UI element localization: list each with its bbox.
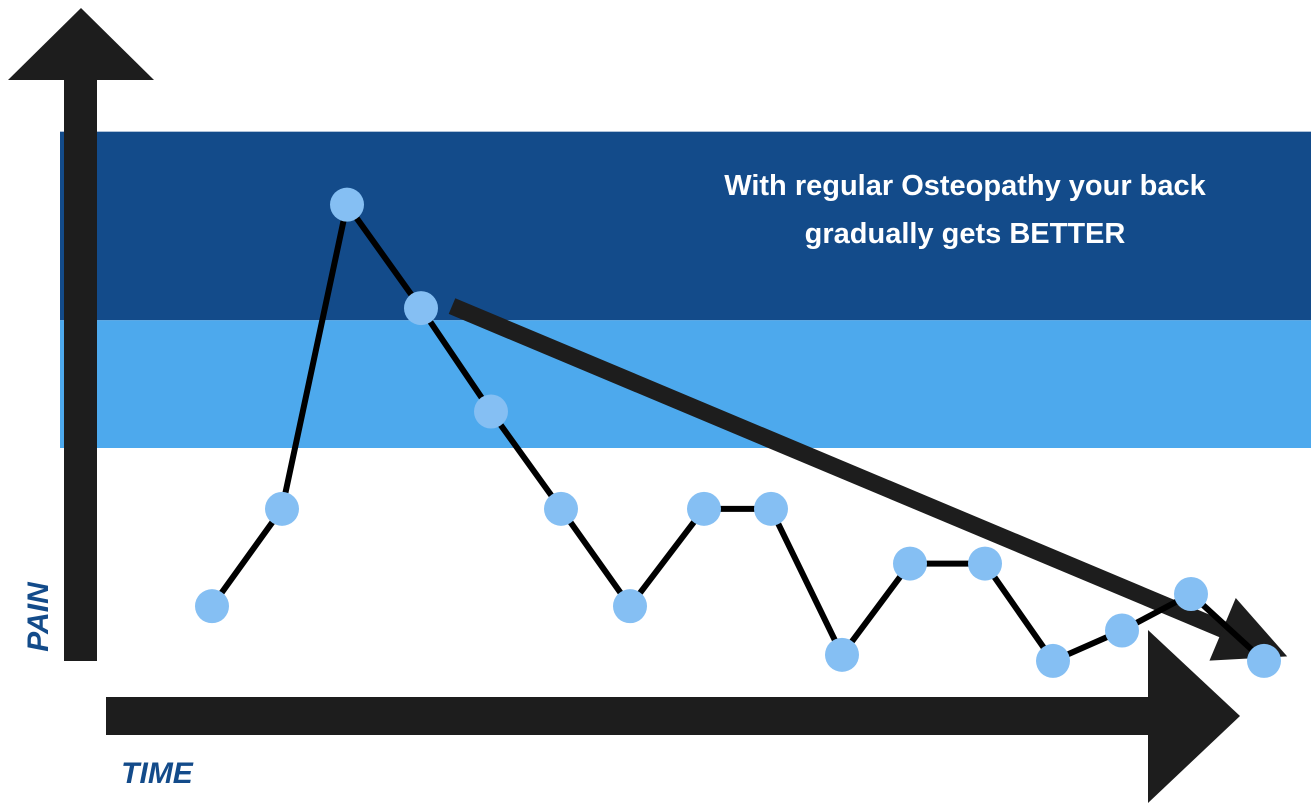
- data-point-2: [265, 491, 299, 526]
- data-point-10: [825, 637, 859, 672]
- data-point-7: [613, 589, 647, 624]
- x-axis-arrow-shaft: [106, 697, 1156, 735]
- data-point-9: [754, 491, 788, 526]
- data-point-6: [544, 491, 578, 526]
- data-point-4: [404, 291, 438, 326]
- x-axis-label: TIME: [121, 757, 194, 790]
- annotation-line-2: gradually gets BETTER: [805, 218, 1126, 250]
- data-point-5: [474, 394, 508, 429]
- data-point-8: [687, 491, 721, 526]
- data-point-14: [1105, 613, 1139, 648]
- data-point-13: [1036, 643, 1070, 678]
- annotation-line-1: With regular Osteopathy your back: [724, 170, 1206, 202]
- y-axis-label: PAIN: [22, 581, 55, 652]
- trend-arrow-shaft: [448, 298, 1234, 641]
- data-point-3: [330, 187, 364, 222]
- series-line: [209, 201, 1267, 664]
- data-point-15: [1174, 577, 1208, 611]
- x-axis-arrow-head: [1148, 630, 1240, 803]
- pain-series: [195, 187, 1281, 678]
- band-1: [60, 131, 1311, 321]
- data-point-1: [195, 589, 229, 624]
- band-2: [60, 320, 1311, 448]
- pain-bands: [60, 131, 1311, 448]
- data-point-12: [968, 546, 1002, 581]
- y-axis-arrow-head: [8, 8, 154, 80]
- data-point-16: [1247, 643, 1281, 678]
- data-point-11: [893, 546, 927, 581]
- y-axis-arrow-shaft: [64, 78, 97, 661]
- axes: [8, 8, 1240, 803]
